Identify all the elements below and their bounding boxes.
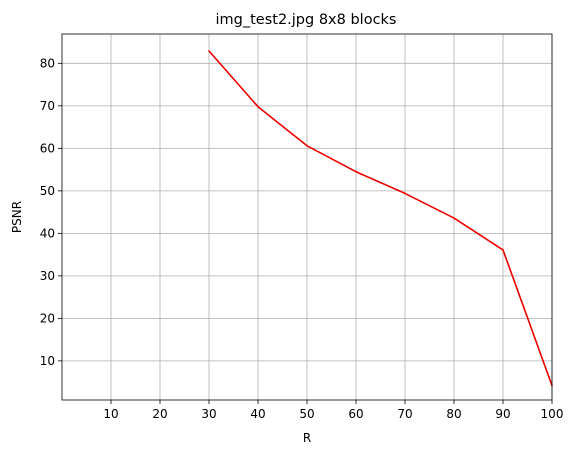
series-layer (208, 50, 553, 387)
y-tick-label: 30 (40, 269, 55, 283)
x-tick-label: 40 (250, 407, 265, 421)
y-tick-label: 80 (40, 56, 55, 70)
data-point (355, 170, 357, 173)
x-tick-label: 50 (299, 407, 314, 421)
y-tick-label: 20 (40, 311, 55, 325)
x-tick-label: 30 (201, 407, 216, 421)
data-point (208, 50, 210, 52)
x-tick-label: 90 (495, 407, 510, 421)
x-tick-label: 10 (103, 407, 118, 421)
x-tick-label: 60 (348, 407, 363, 421)
y-tick-label: 10 (40, 354, 55, 368)
grid-lines (62, 34, 553, 400)
data-point (502, 249, 504, 251)
y-tick-label: 40 (40, 226, 55, 240)
axis-ticks (58, 62, 553, 404)
psnr-series-line (208, 50, 553, 386)
data-point (404, 192, 406, 195)
data-point (453, 217, 455, 219)
chart-title: img_test2.jpg 8x8 blocks (215, 12, 396, 28)
data-point (306, 144, 308, 147)
x-tick-label: 100 (541, 407, 564, 421)
plot-frame (61, 33, 553, 401)
x-tick-label: 80 (446, 407, 461, 421)
y-tick-label: 70 (40, 99, 55, 113)
data-point (257, 105, 259, 108)
x-tick-label: 70 (397, 407, 412, 421)
x-tick-label: 20 (152, 407, 167, 421)
y-tick-label: 50 (40, 184, 55, 198)
y-tick-label: 60 (40, 141, 55, 155)
x-axis-label: R (303, 431, 311, 445)
y-axis-label: PSNR (10, 201, 24, 233)
